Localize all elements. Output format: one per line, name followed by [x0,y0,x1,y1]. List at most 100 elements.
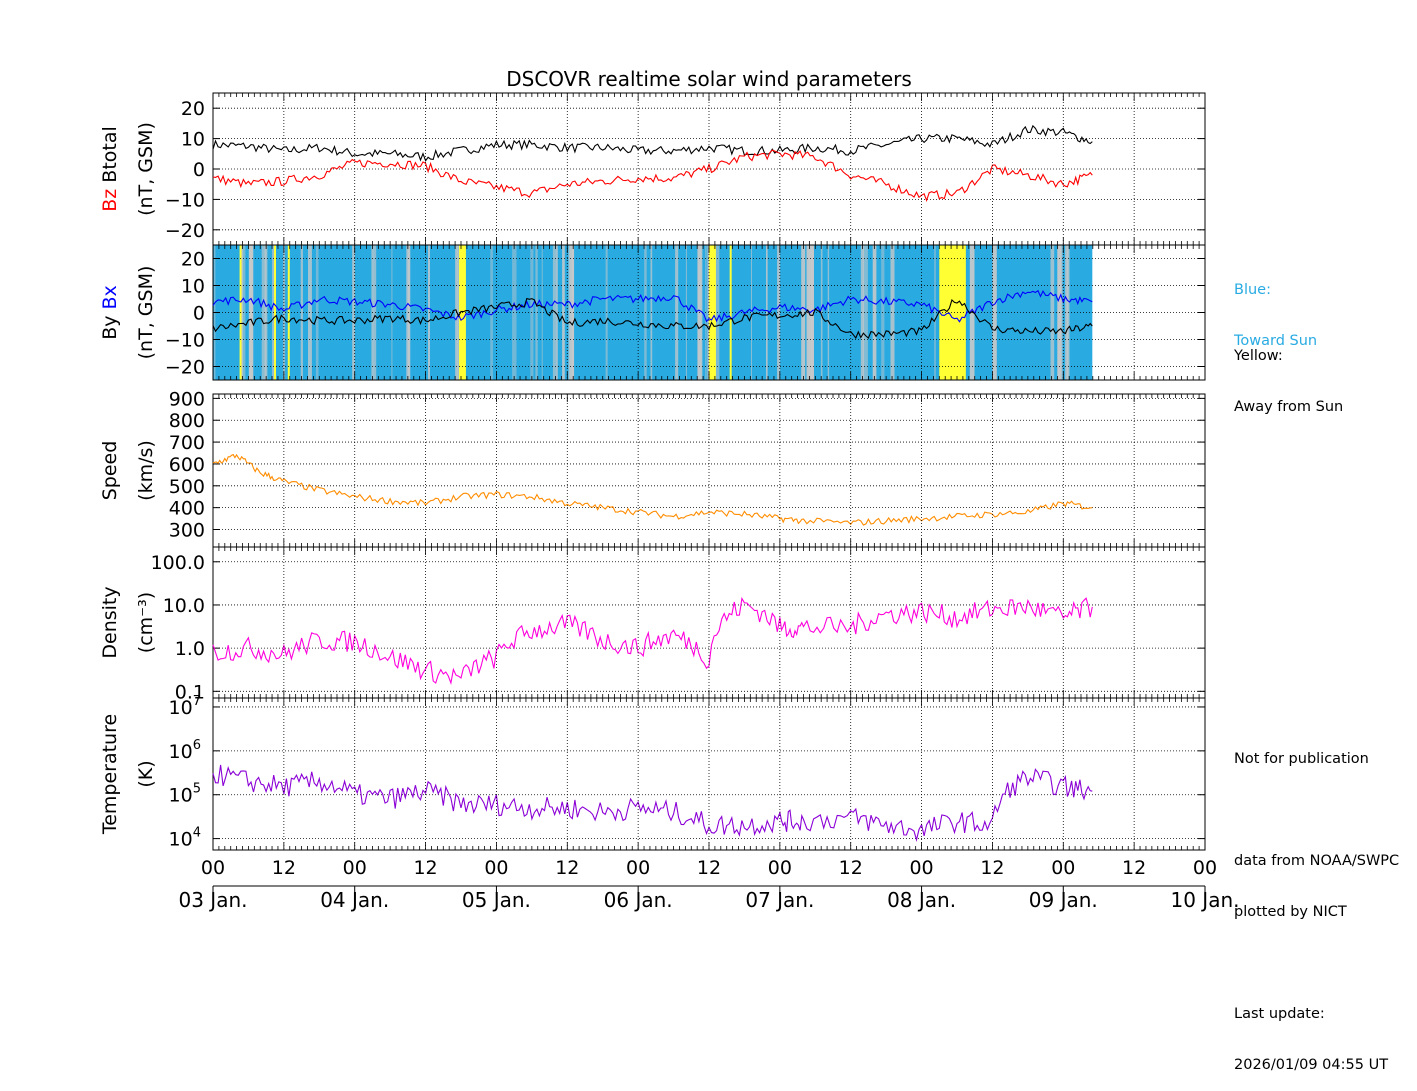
y-tick-label: 20 [181,98,205,120]
y-tick-label: 0 [193,303,205,325]
sector-mixed-band [777,245,781,380]
y-axis-unit: (nT, GSM) [135,266,157,360]
y-axis-label: By Bx [99,285,121,340]
sector-mixed-band [872,245,877,380]
last-update-label: Last update: [1234,1006,1325,1022]
sector-mixed-band [315,245,319,380]
sector-mixed-band [751,245,752,380]
sector-mixed-band [264,245,267,380]
sector-mixed-band [535,245,538,380]
y-axis-unit: (cm⁻³) [135,592,157,653]
sector-mixed-band [860,245,864,380]
x-hour-label: 12 [839,857,863,879]
solar-wind-figure: DSCOVR realtime solar wind parameters 20… [99,67,1240,912]
legend-toward-line1: Blue: [1234,282,1271,298]
y-tick-label: 700 [169,432,205,454]
sector-mixed-band [801,245,806,380]
x-hour-label: 00 [343,857,367,879]
y-tick-label: 0.1 [175,681,205,703]
panel-density: 100.0 10.0 1.0 0.1 Density (cm⁻³) [99,546,1206,703]
sector-away-band [939,245,966,380]
x-hour-label: 12 [697,857,721,879]
series-bz [212,149,1093,203]
sector-mixed-band [992,245,997,380]
sector-mixed-band [541,245,543,380]
y-tick-label: 500 [169,476,205,498]
sector-mixed-band [352,245,355,380]
y-tick-label: 20 [181,249,205,271]
y-tick-label: 104 [169,826,201,851]
x-hour-label: 12 [413,857,437,879]
sector-mixed-band [890,245,895,380]
sector-mixed-band [675,245,679,380]
date-label: 07 Jan. [745,888,814,912]
sector-mixed-band [512,245,517,380]
legend-away: Yellow: Away from Sun [1234,314,1343,433]
date-label: 04 Jan. [320,888,389,912]
sector-mixed-band [456,245,460,380]
y-tick-label: 300 [169,520,205,542]
sector-mixed-band [391,245,393,380]
y-tick-label: 0 [193,159,205,181]
series-temperature [212,764,1093,842]
footer-notes: Not for publication data from NOAA/SWPC … [1234,717,1399,1091]
y-tick-label: 100.0 [151,552,205,574]
sector-mixed-band [261,245,266,380]
legend-away-line1: Yellow: [1234,348,1283,364]
y-axis-label: Speed [99,441,121,501]
sector-mixed-band [373,245,377,380]
sector-mixed-band [1050,245,1055,380]
panel-btotal_bz: 20 10 0 −10 −20 Bz Btotal (nT, GSM) [99,92,1206,246]
x-hour-label: 00 [1193,857,1217,879]
sector-mixed-band [863,245,868,380]
publication-notice: Not for publication [1234,751,1369,767]
sector-mixed-band [248,245,253,380]
date-label: 06 Jan. [604,888,673,912]
y-tick-label: 106 [169,738,201,763]
x-hour-label: 12 [272,857,296,879]
legend-toward: Blue: Toward Sun [1234,248,1317,367]
panel-bx_by: 20 10 0 −10 −20 By Bx (nT, GSM) [99,244,1206,381]
y-axis-label: Density [99,586,121,658]
sector-mixed-band [685,245,687,380]
series-btotal [212,124,1093,162]
sector-mixed-band [301,245,303,380]
sector-mixed-band [766,245,768,380]
date-label: 03 Jan. [179,888,248,912]
sector-mixed-band [300,245,302,380]
panel-temperature: 107 106 105 104 Temperature (K) [99,694,1206,851]
y-tick-label: 600 [169,454,205,476]
y-tick-label: 105 [169,782,201,807]
y-tick-label: 900 [169,388,205,410]
y-tick-label: −10 [165,189,205,211]
y-tick-label: −20 [165,220,205,242]
series-by [212,297,1093,340]
date-label: 08 Jan. [887,888,956,912]
y-tick-label: −20 [165,357,205,379]
plotted-by: plotted by NICT [1234,904,1347,920]
x-hour-label: 00 [909,857,933,879]
date-label: 05 Jan. [462,888,531,912]
series-speed [212,453,1093,526]
sector-mixed-band [698,245,703,380]
y-tick-label: −10 [165,330,205,352]
x-hour-label: 00 [626,857,650,879]
series-density [212,596,1093,686]
x-hour-label: 00 [1051,857,1075,879]
sector-mixed-band [569,245,574,380]
y-tick-label: 10 [181,276,205,298]
x-hour-label: 12 [1122,857,1146,879]
sector-mixed-band [490,245,493,380]
x-hour-label: 12 [980,857,1004,879]
chart-title: DSCOVR realtime solar wind parameters [506,67,912,91]
sector-away-band [274,245,277,380]
date-label: 09 Jan. [1029,888,1098,912]
y-tick-label: 107 [169,694,201,719]
series-bx [212,289,1093,323]
sector-mixed-band [934,245,936,380]
x-hour-label: 00 [201,857,225,879]
last-update-value: 2026/01/09 04:55 UT [1234,1057,1389,1073]
legend-away-line2: Away from Sun [1234,399,1344,415]
sector-mixed-band [1066,245,1069,380]
